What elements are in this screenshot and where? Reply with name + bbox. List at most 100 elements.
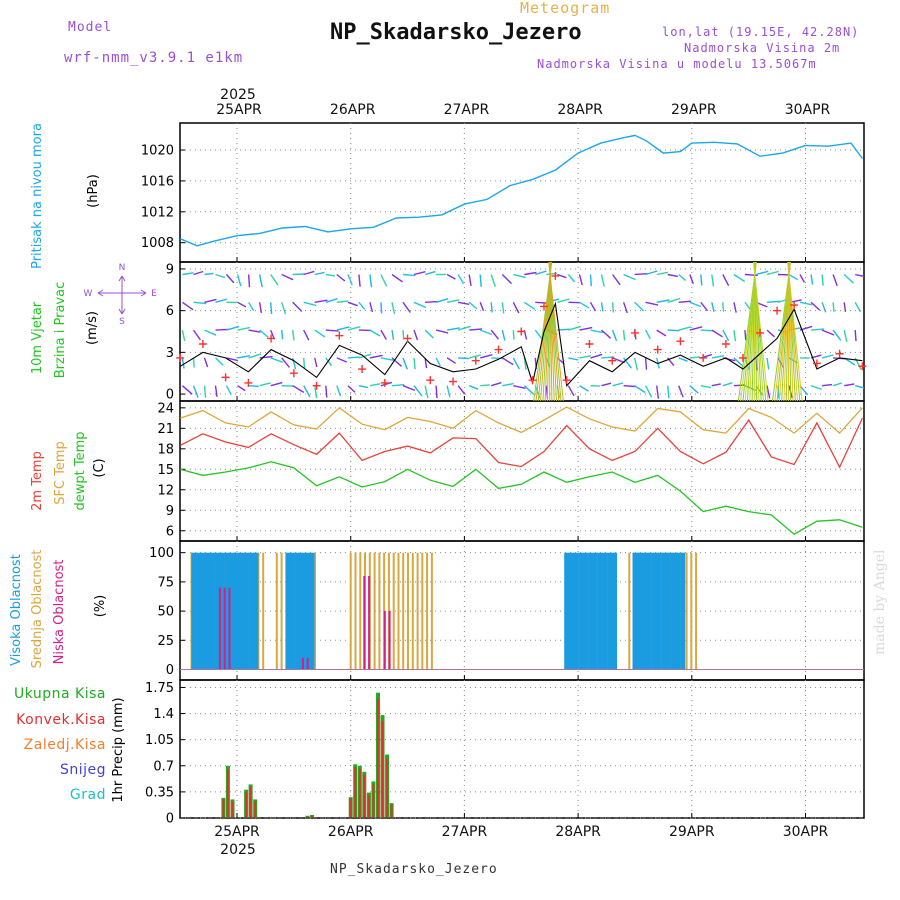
wind-arrow: [226, 325, 240, 331]
cloud-mid-axis-title: Srednja Oblacnost: [30, 550, 45, 669]
cloud-high-bar: [642, 552, 647, 670]
wind-axis-subtitle: Brzina i Pravac: [53, 282, 68, 379]
wind-arrow: [656, 299, 670, 303]
wind-arrow: [336, 357, 348, 363]
wind-arrow: [402, 301, 411, 313]
wind-arrow: [193, 301, 207, 305]
wind-arrow: [237, 355, 250, 359]
wind-arrow: [722, 302, 725, 312]
wind-arrow: [347, 274, 353, 286]
wind-fan-line: [753, 262, 769, 401]
wind-arrow: [766, 300, 780, 303]
cloud-mid-bar: [411, 552, 414, 670]
wind-fan-line: [548, 262, 564, 401]
cloud-low-bar: [223, 587, 226, 670]
wind-arrow: [347, 356, 360, 359]
gust-marker: [198, 340, 207, 349]
y-tick-label: 15: [157, 463, 174, 478]
wind-arrow: [821, 302, 827, 313]
precip-convective-bar: [254, 801, 257, 818]
bottom-date-label: 28APR: [555, 824, 601, 840]
y-tick-label: 9: [166, 262, 174, 277]
cloud-high-bar: [597, 552, 603, 670]
wind-arrow: [435, 298, 449, 303]
cloud-high-bar: [680, 552, 686, 670]
wind-arrow: [325, 298, 338, 303]
cloud-high-bar: [651, 552, 657, 670]
cloud-mid-bar: [416, 552, 419, 670]
wind-arrow: [689, 385, 699, 394]
cloud-mid-bar: [690, 552, 693, 670]
cloud-mid-bar: [426, 552, 429, 670]
compass-north-label: N: [119, 263, 126, 273]
compass-east-label: E: [151, 289, 157, 299]
wind-arrow: [446, 385, 451, 398]
precip-convective-bar: [381, 721, 384, 818]
cloud-high-bar: [665, 552, 671, 670]
wind-arrow: [612, 274, 621, 286]
bottom-date-label: 29APR: [669, 824, 715, 840]
wind-arrow: [358, 385, 369, 389]
wind-arrow: [689, 274, 694, 285]
cloud-high-bar: [656, 552, 662, 670]
wind-arrow: [744, 330, 747, 341]
precip-convective-bar: [249, 786, 252, 818]
cloud-mid-bar: [373, 552, 376, 670]
wind-arrow: [325, 273, 336, 277]
wind-arrow: [204, 329, 217, 336]
wind-arrow: [468, 274, 472, 287]
wind-arrow: [402, 357, 408, 370]
gust-marker: [653, 345, 662, 354]
bottom-date-label: 26APR: [328, 824, 374, 840]
gust-marker: [403, 334, 412, 343]
wind-arrow: [479, 302, 485, 311]
wind-arrow: [843, 302, 847, 312]
wind-arrow: [656, 385, 660, 399]
wind-arrow: [490, 381, 502, 387]
cloud-mid-bar: [407, 552, 409, 670]
wind-arrow: [490, 329, 500, 340]
cloud-mid-bar: [421, 552, 424, 670]
gust-marker: [738, 353, 747, 362]
precip-convective-bar: [231, 801, 234, 818]
wind-speed-line: [179, 301, 863, 387]
cloud-mid-bar: [430, 552, 433, 670]
precip-legend-item: Snijeg: [60, 762, 106, 778]
wind-arrow: [413, 329, 419, 341]
y-tick-label: 75: [157, 575, 174, 590]
wind-arrow: [612, 382, 624, 387]
wind-arrow: [248, 353, 262, 359]
wind-arrow: [226, 357, 239, 362]
wind-arrow: [281, 330, 284, 340]
wind-arrow: [380, 274, 388, 287]
compass-west-label: W: [84, 289, 93, 299]
temp-unit-label: (C): [92, 458, 107, 477]
wind-arrow: [369, 354, 383, 359]
cloud-high-bar: [200, 552, 206, 670]
wind-arrow: [303, 329, 310, 341]
wind-arrow: [270, 274, 279, 286]
wind-arrow: [567, 385, 575, 397]
wind-arrow: [766, 329, 775, 338]
wind-arrow: [215, 298, 227, 303]
wind-arrow: [490, 302, 493, 313]
gust-marker: [494, 345, 503, 354]
wind-arrow: [236, 274, 242, 287]
wind-arrow: [270, 357, 283, 363]
gust-marker: [267, 334, 276, 343]
precip-axis-title: 1hr Precip (mm): [111, 697, 126, 802]
wind-arrow: [611, 329, 618, 342]
wind-arrow: [579, 301, 590, 309]
cloud-high-bar: [670, 552, 676, 670]
wind-arrow: [656, 329, 667, 337]
cloud-high-bar: [573, 552, 579, 670]
wind-arrow: [204, 298, 217, 303]
wind-arrow: [435, 385, 438, 399]
wind-arrow: [369, 274, 373, 288]
precip-convective-bar: [367, 795, 370, 818]
gust-marker: [562, 376, 571, 385]
wind-arrow: [214, 385, 218, 397]
wind-arrow: [336, 385, 342, 397]
wind-arrow: [766, 357, 770, 370]
wind-arrow: [270, 302, 273, 315]
